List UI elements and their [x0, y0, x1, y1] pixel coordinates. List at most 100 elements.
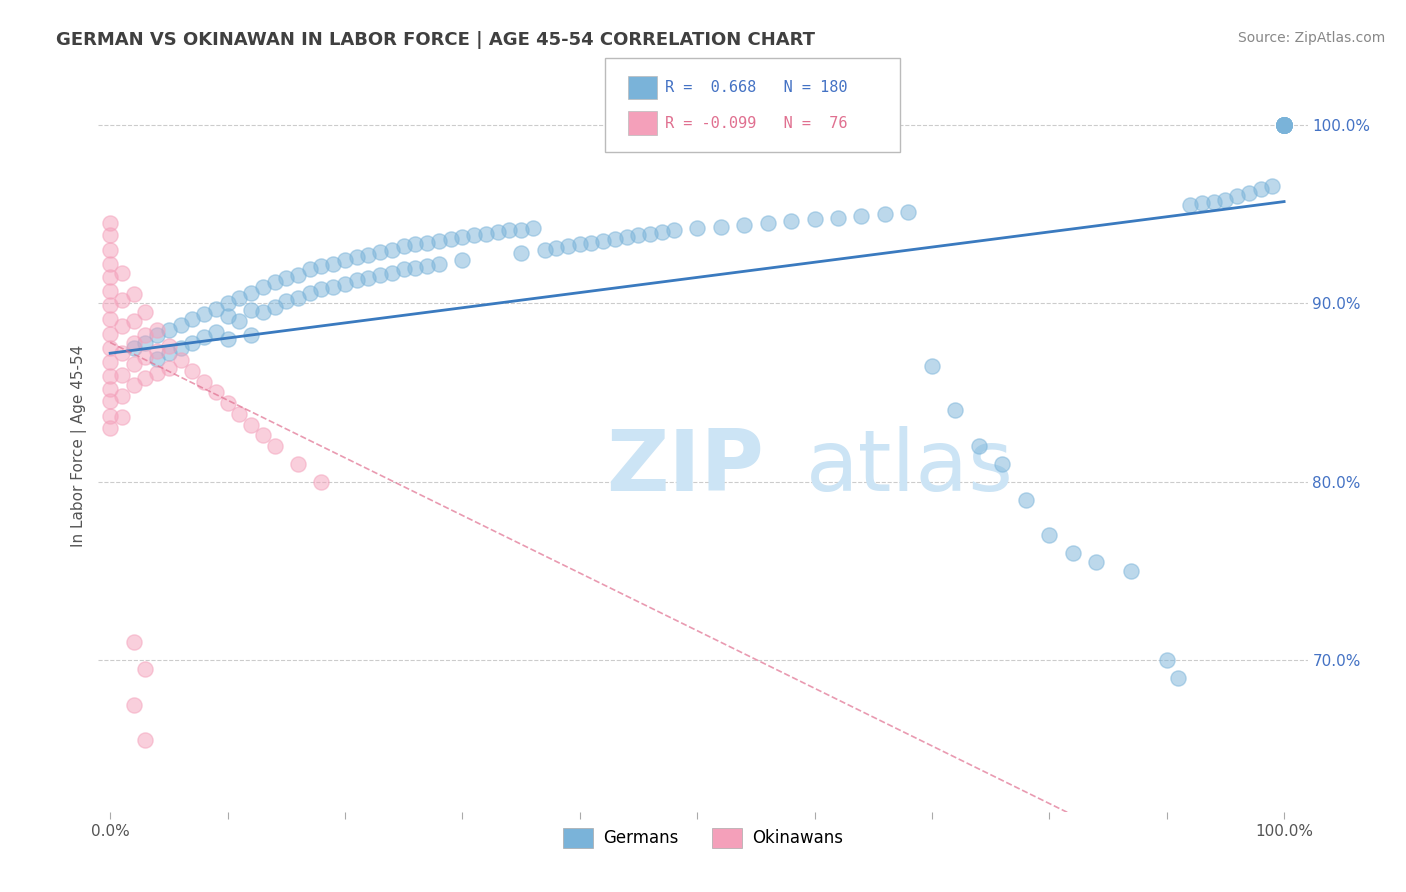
Point	[1015, 492, 1038, 507]
Point	[638, 227, 661, 241]
Point	[1038, 528, 1060, 542]
Point	[228, 291, 250, 305]
Point	[98, 326, 121, 341]
Point	[333, 277, 356, 291]
Point	[333, 253, 356, 268]
Point	[181, 364, 204, 378]
Point	[1272, 118, 1295, 132]
Point	[427, 257, 450, 271]
Point	[98, 421, 121, 435]
Point	[1237, 186, 1260, 200]
Point	[627, 228, 650, 243]
Point	[311, 259, 333, 273]
Legend: Germans, Okinawans: Germans, Okinawans	[557, 821, 849, 855]
Point	[368, 244, 391, 259]
Point	[1202, 194, 1225, 209]
Point	[287, 268, 309, 282]
Point	[780, 214, 803, 228]
Point	[134, 371, 156, 385]
Point	[1272, 118, 1295, 132]
Point	[98, 228, 121, 243]
Point	[357, 271, 380, 285]
Point	[98, 269, 121, 284]
Point	[1272, 118, 1295, 132]
Point	[463, 228, 485, 243]
Point	[945, 403, 967, 417]
Point	[873, 207, 896, 221]
Point	[1272, 118, 1295, 132]
Point	[803, 212, 825, 227]
Point	[240, 417, 263, 432]
Point	[1272, 118, 1295, 132]
Point	[311, 475, 333, 489]
Point	[1272, 118, 1295, 132]
Point	[756, 216, 779, 230]
Point	[1062, 546, 1084, 560]
Point	[217, 396, 239, 410]
Point	[368, 268, 391, 282]
Point	[98, 298, 121, 312]
Point	[240, 285, 263, 300]
Point	[392, 262, 415, 277]
Point	[486, 225, 509, 239]
Point	[252, 280, 274, 294]
Point	[98, 382, 121, 396]
Point	[204, 301, 226, 316]
Point	[298, 262, 321, 277]
Point	[287, 457, 309, 471]
Point	[134, 328, 156, 343]
Point	[217, 296, 239, 310]
Point	[1167, 671, 1189, 685]
Point	[921, 359, 943, 373]
Point	[1272, 118, 1295, 132]
Point	[98, 409, 121, 423]
Point	[146, 366, 169, 380]
Point	[392, 239, 415, 253]
Point	[98, 216, 121, 230]
Point	[98, 341, 121, 355]
Text: atlas: atlas	[806, 426, 1014, 509]
Point	[157, 346, 180, 360]
Point	[510, 223, 533, 237]
Point	[204, 385, 226, 400]
Point	[228, 407, 250, 421]
Point	[616, 230, 638, 244]
Point	[122, 357, 145, 371]
Point	[134, 305, 156, 319]
Point	[98, 257, 121, 271]
Point	[346, 250, 368, 264]
Point	[122, 335, 145, 350]
Point	[710, 219, 733, 234]
Point	[357, 248, 380, 262]
Point	[851, 209, 873, 223]
Point	[991, 457, 1014, 471]
Point	[510, 246, 533, 260]
Point	[134, 350, 156, 364]
Point	[311, 282, 333, 296]
Point	[111, 346, 134, 360]
Point	[263, 439, 285, 453]
Point	[276, 294, 298, 309]
Point	[404, 237, 426, 252]
Point	[98, 355, 121, 369]
Point	[897, 205, 920, 219]
Point	[1272, 118, 1295, 132]
Point	[122, 635, 145, 649]
Point	[228, 314, 250, 328]
Point	[1191, 196, 1213, 211]
Point	[451, 253, 474, 268]
Text: GERMAN VS OKINAWAN IN LABOR FORCE | AGE 45-54 CORRELATION CHART: GERMAN VS OKINAWAN IN LABOR FORCE | AGE …	[56, 31, 815, 49]
Point	[651, 225, 673, 239]
Point	[581, 235, 603, 250]
Point	[1250, 182, 1272, 196]
Point	[169, 318, 191, 332]
Point	[122, 698, 145, 712]
Point	[287, 291, 309, 305]
Point	[193, 375, 215, 389]
Point	[1261, 178, 1284, 193]
Point	[546, 241, 568, 255]
Point	[1272, 118, 1295, 132]
Y-axis label: In Labor Force | Age 45-54: In Labor Force | Age 45-54	[72, 345, 87, 547]
Point	[240, 303, 263, 318]
Point	[111, 319, 134, 334]
